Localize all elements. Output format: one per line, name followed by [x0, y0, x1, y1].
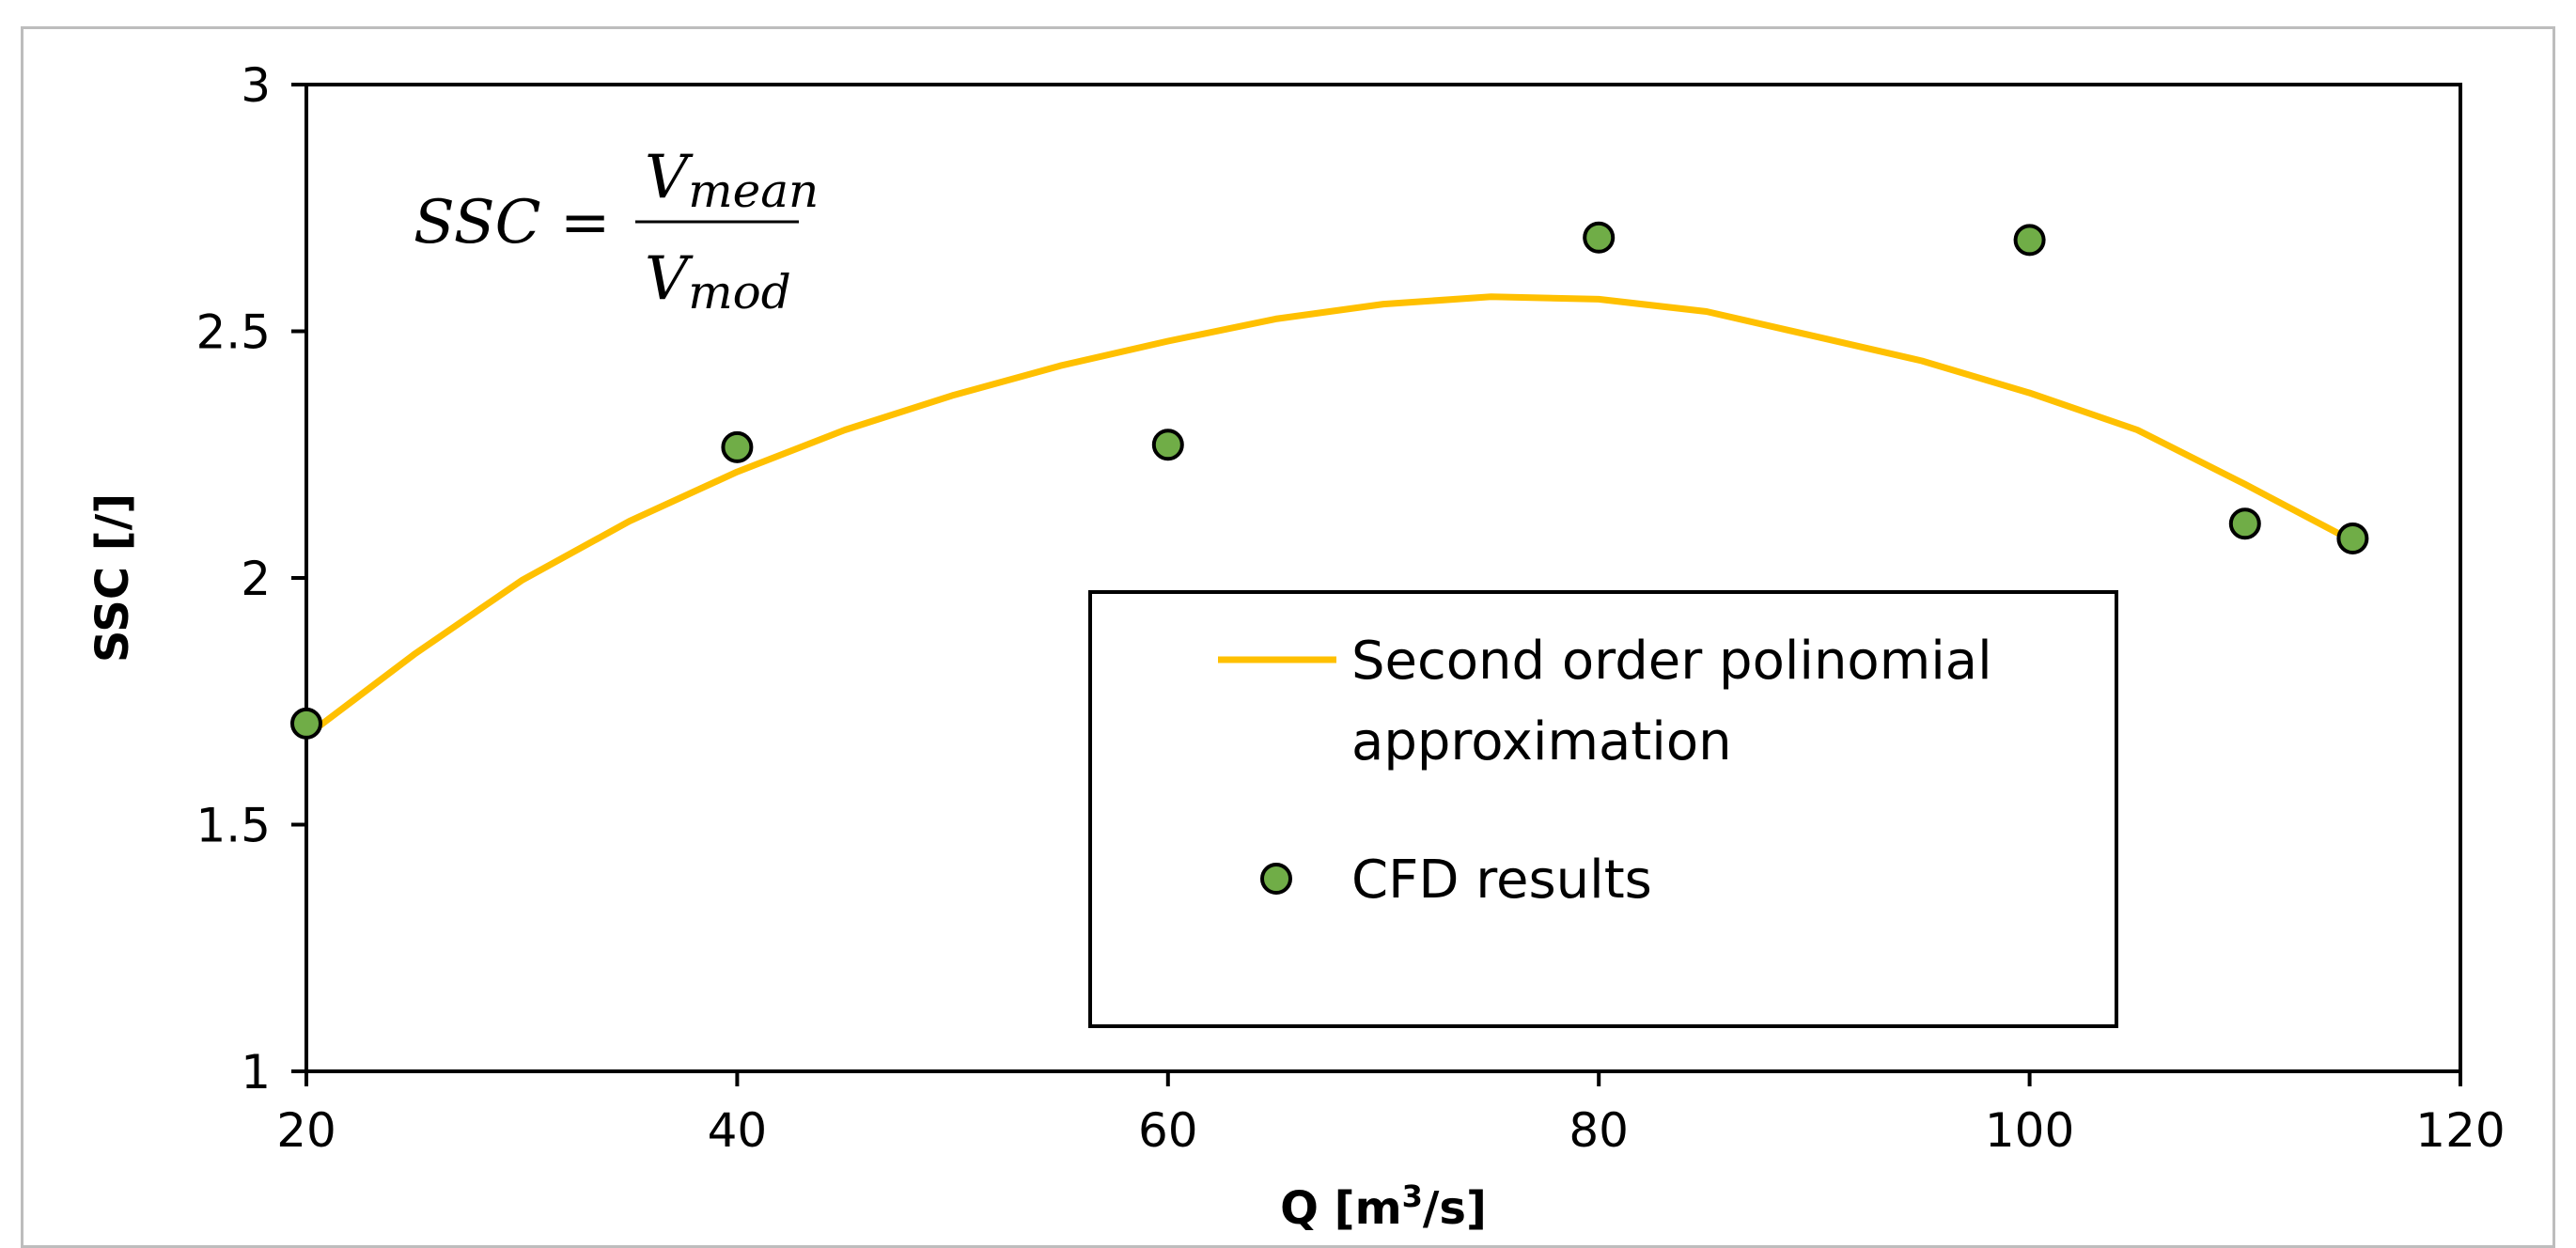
- x-axis: 20 40 60 80 100 120: [276, 1071, 2506, 1158]
- equation-lhs: SSC =: [414, 188, 611, 257]
- y-axis: 1 1.5 2 2.5 3: [195, 58, 306, 1100]
- y-axis-title: SSC [/]: [86, 493, 139, 663]
- y-tick-label: 1.5: [195, 799, 271, 853]
- ssc-equation-annotation: SSC = Vmean Vmod: [414, 143, 819, 320]
- legend-marker-swatch: [1260, 863, 1292, 895]
- cfd-data-point: [1151, 429, 1184, 461]
- cfd-data-point: [290, 707, 322, 740]
- x-tick-label: 20: [276, 1103, 336, 1158]
- y-tick-label: 2.5: [195, 305, 271, 360]
- legend-label-polynomial-line1: Second order polinomial: [1351, 631, 1992, 692]
- legend: Second order polinomial approximation CF…: [1088, 590, 2118, 1028]
- x-axis-title: Q [m3/s]: [1280, 1178, 1487, 1235]
- legend-label-polynomial-line2: approximation: [1351, 711, 1732, 772]
- cfd-data-point: [2336, 523, 2369, 554]
- polynomial-fit-line: [303, 293, 2356, 740]
- cfd-data-point: [2228, 507, 2261, 540]
- cfd-data-point: [1583, 221, 1616, 254]
- equation-numerator: Vmean: [645, 143, 819, 218]
- x-tick-label: 60: [1138, 1103, 1198, 1158]
- y-tick-label: 3: [241, 58, 271, 113]
- x-tick-label: 40: [708, 1103, 768, 1158]
- x-tick-label: 120: [2415, 1103, 2505, 1158]
- x-tick-label: 100: [1985, 1103, 2074, 1158]
- legend-box: [1088, 590, 2118, 1028]
- cfd-data-point: [721, 430, 754, 463]
- equation-denominator: Vmod: [645, 244, 791, 320]
- legend-label-cfd: CFD results: [1351, 850, 1652, 911]
- y-tick-label: 1: [241, 1045, 271, 1100]
- cfd-data-point: [2013, 224, 2046, 257]
- y-tick-label: 2: [241, 552, 271, 606]
- series-layer: [290, 221, 2369, 740]
- x-tick-label: 80: [1569, 1103, 1629, 1158]
